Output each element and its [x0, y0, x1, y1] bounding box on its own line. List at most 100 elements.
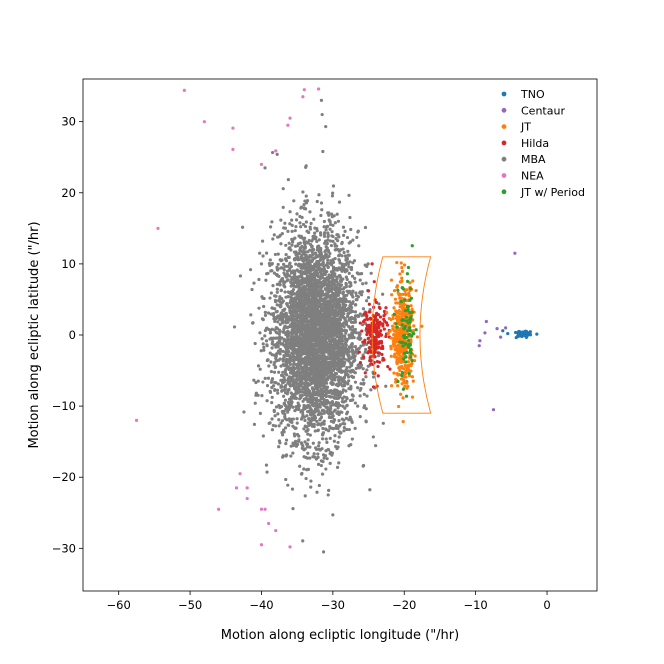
mba-point: [315, 271, 319, 275]
mba-point: [314, 268, 318, 272]
jt-w-period-point: [402, 351, 407, 355]
mba-point: [363, 225, 368, 230]
mba-point: [338, 321, 342, 325]
mba-point: [289, 265, 293, 269]
mba-point: [297, 338, 301, 342]
jt-point: [400, 313, 405, 317]
jt-point: [397, 404, 401, 409]
mba-point: [257, 306, 261, 310]
mba-point: [328, 341, 333, 345]
mba-point: [318, 411, 322, 415]
mba-point: [315, 199, 319, 204]
mba-point: [306, 283, 310, 287]
mba-point: [286, 229, 290, 233]
jt-point: [392, 344, 396, 348]
mba-point: [278, 357, 282, 361]
mba-point: [335, 280, 339, 284]
mba-point: [311, 234, 315, 239]
mba-point: [317, 375, 321, 379]
mba-point: [326, 294, 330, 298]
mba-point: [353, 276, 357, 280]
mba-point: [316, 452, 320, 456]
mba-point: [332, 331, 336, 335]
mba-point: [307, 230, 311, 235]
jt-w-period-point: [407, 371, 411, 376]
mba-point: [303, 224, 308, 229]
jt-w-period-point: [409, 315, 413, 319]
mba-point: [305, 306, 309, 310]
mba-point: [316, 385, 320, 389]
mba-point: [290, 218, 294, 222]
jt-w-period-point: [403, 326, 407, 330]
mba-point: [298, 221, 302, 225]
mba-point: [317, 238, 321, 242]
mba-point: [315, 239, 319, 244]
mba-point: [352, 336, 356, 340]
jt-w-period-point: [405, 272, 409, 276]
mba-point: [313, 398, 317, 402]
mba-point: [310, 423, 314, 427]
mba-point: [307, 423, 311, 428]
mba-point: [344, 331, 348, 335]
mba-point: [284, 243, 288, 247]
hilda-point: [369, 359, 373, 363]
hilda-point: [378, 306, 382, 310]
mba-point: [360, 272, 364, 276]
jt-point: [420, 324, 424, 328]
jt-point: [388, 329, 392, 333]
mba-point: [306, 303, 311, 308]
mba-point: [350, 362, 354, 366]
mba-point: [361, 323, 365, 327]
mba-point: [284, 383, 288, 388]
mba-point: [347, 324, 351, 329]
hilda-point: [366, 289, 371, 293]
mba-point: [322, 234, 327, 238]
jt-w-period-point: [400, 371, 405, 375]
mba-point: [341, 267, 345, 271]
mba-point: [300, 309, 304, 313]
jt-w-period-point: [401, 318, 405, 322]
nea-point: [245, 496, 249, 501]
mba-point: [325, 457, 329, 461]
mba-point: [287, 331, 291, 335]
mba-point: [261, 254, 265, 258]
mba-point: [315, 287, 319, 291]
mba-point: [316, 462, 321, 466]
jt-point: [398, 272, 402, 276]
mba-point: [326, 329, 331, 333]
mba-point: [331, 184, 336, 188]
mba-point: [277, 370, 281, 374]
mba-point: [322, 389, 326, 394]
mba-point: [336, 440, 340, 445]
mba-point: [308, 227, 312, 231]
mba-point: [341, 292, 345, 296]
hilda-point: [377, 333, 381, 337]
mba-point: [291, 287, 296, 292]
mba-point: [339, 410, 343, 414]
mba-point: [314, 359, 318, 363]
mba-point: [314, 297, 319, 301]
mba-point: [302, 310, 307, 315]
mba-point: [323, 357, 327, 362]
mba-point: [351, 333, 355, 337]
mba-point: [359, 293, 364, 297]
mba-point: [381, 292, 385, 296]
jt-w-period-point: [402, 357, 406, 361]
jt-w-period-point: [410, 359, 414, 363]
jt-w-period-point: [406, 328, 410, 333]
mba-point: [325, 440, 329, 444]
mba-point: [322, 334, 327, 338]
jt-point: [414, 288, 418, 293]
mba-point: [291, 240, 295, 244]
mba-point: [274, 354, 278, 358]
jt-point: [400, 305, 404, 309]
mba-point: [317, 340, 321, 344]
mba-point: [331, 356, 335, 360]
nea-point: [202, 120, 206, 124]
jt-point: [392, 336, 396, 341]
nea-point: [259, 162, 264, 166]
mba-point: [296, 330, 300, 334]
mba-point: [326, 258, 330, 262]
mba-point: [361, 367, 365, 371]
